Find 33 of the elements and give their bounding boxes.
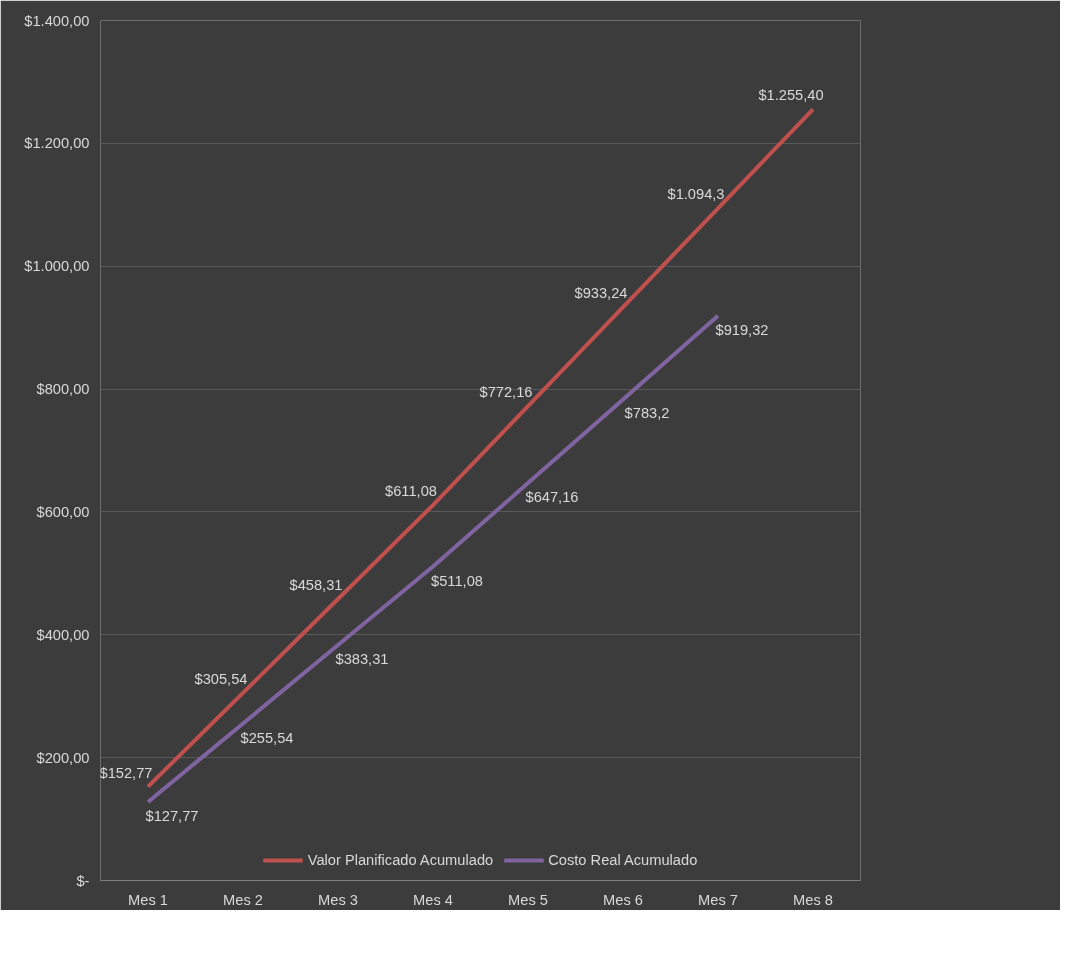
x-tick-label: Mes 7 <box>698 891 738 908</box>
legend-label: Valor Planificado Acumulado <box>307 852 494 868</box>
data-label: $127,77 <box>145 808 199 825</box>
y-tick-label: $1.400,00 <box>24 12 90 29</box>
y-tick-label: $1.200,00 <box>24 135 90 152</box>
data-label: $1.094,3 <box>667 186 725 203</box>
x-tick-label: Mes 2 <box>223 891 263 908</box>
x-tick-label: Mes 1 <box>128 891 168 908</box>
y-tick-label: $- <box>76 872 90 889</box>
x-tick-label: Mes 3 <box>318 891 358 908</box>
x-tick-label: Mes 4 <box>413 891 453 908</box>
y-tick-label: $800,00 <box>36 381 90 398</box>
data-label: $933,24 <box>574 285 628 302</box>
data-label: $919,32 <box>715 321 769 338</box>
data-label: $511,08 <box>431 572 483 589</box>
data-label: $772,16 <box>479 384 533 401</box>
data-label: $458,31 <box>289 576 343 593</box>
data-label: $255,54 <box>240 729 294 746</box>
x-tick-label: Mes 8 <box>793 891 833 908</box>
data-label: $1.255,40 <box>758 87 824 104</box>
y-tick-label: $1.000,00 <box>24 258 90 275</box>
y-tick-label: $400,00 <box>36 626 90 643</box>
legend-label: Costo Real Acumulado <box>548 852 698 868</box>
y-tick-label: $200,00 <box>36 749 90 766</box>
data-label: $383,31 <box>335 651 389 668</box>
data-label: $305,54 <box>194 670 248 687</box>
x-tick-label: Mes 5 <box>508 891 548 908</box>
x-tick-label: Mes 6 <box>603 891 643 908</box>
data-label: $152,77 <box>99 764 153 781</box>
data-label: $783,2 <box>624 405 670 422</box>
data-label: $611,08 <box>385 483 437 500</box>
y-tick-label: $600,00 <box>36 503 90 520</box>
data-label: $647,16 <box>525 488 579 505</box>
